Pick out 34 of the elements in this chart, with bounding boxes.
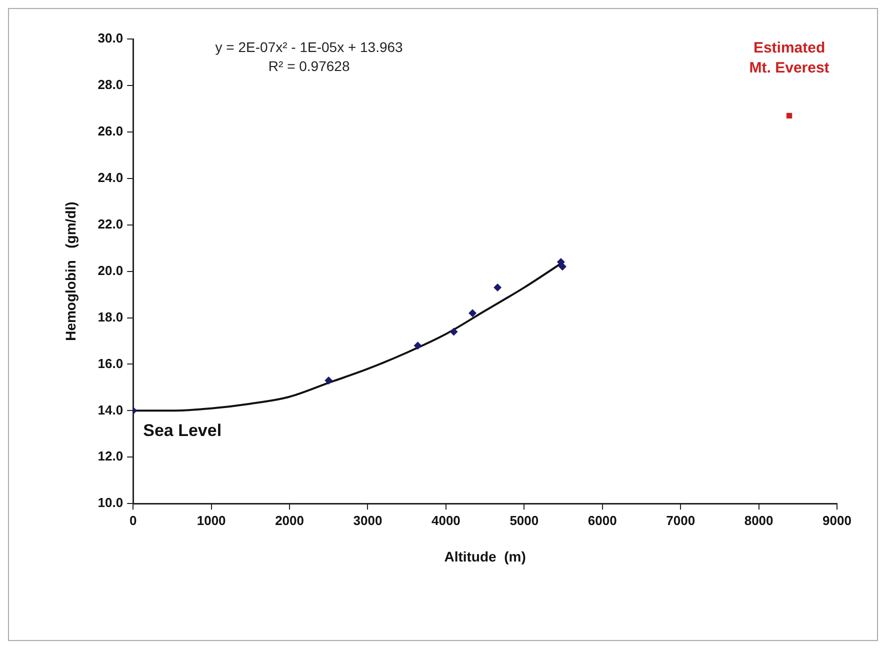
y-tick-label: 14.0 — [98, 402, 124, 418]
annotation: Sea Level — [143, 420, 222, 440]
y-tick-label: 22.0 — [98, 216, 124, 232]
y-tick-label: 24.0 — [98, 170, 124, 185]
x-tick-label: 9000 — [822, 512, 852, 528]
y-tick-label: 16.0 — [98, 356, 124, 371]
y-axis-title: Hemoglobin (gm/dl) — [62, 202, 78, 341]
y-tick-label: 12.0 — [98, 448, 124, 464]
x-tick-label: 7000 — [666, 512, 696, 528]
y-tick-label: 26.0 — [98, 124, 124, 138]
x-tick-label: 1000 — [196, 512, 226, 528]
x-tick-label: 4000 — [431, 512, 460, 528]
y-tick-label: 20.0 — [98, 262, 124, 278]
y-tick-label: 30.0 — [98, 30, 124, 46]
annotation: R² = 0.97628 — [268, 58, 350, 74]
point — [324, 376, 333, 384]
point — [786, 112, 792, 118]
x-tick-label: 2000 — [275, 512, 304, 528]
annotation: y = 2E-07x² - 1E-05x + 13.963 — [215, 38, 404, 55]
x-tick-label: 3000 — [353, 512, 382, 528]
x-tick-label: 5000 — [510, 512, 539, 528]
point — [494, 284, 502, 292]
y-tick-label: 10.0 — [98, 495, 124, 510]
point — [414, 342, 422, 350]
point — [558, 262, 566, 271]
point — [468, 309, 477, 318]
y-tick-label: 28.0 — [98, 77, 124, 92]
x-axis-title: Altitude (m) — [444, 548, 526, 564]
y-tick-label: 18.0 — [98, 309, 124, 324]
x-tick-label: 0 — [129, 512, 137, 528]
x-tick-label: 8000 — [744, 512, 774, 528]
annotation: Estimated Mt. Everest — [749, 39, 830, 76]
x-tick-label: 6000 — [588, 512, 617, 528]
point — [450, 328, 458, 336]
